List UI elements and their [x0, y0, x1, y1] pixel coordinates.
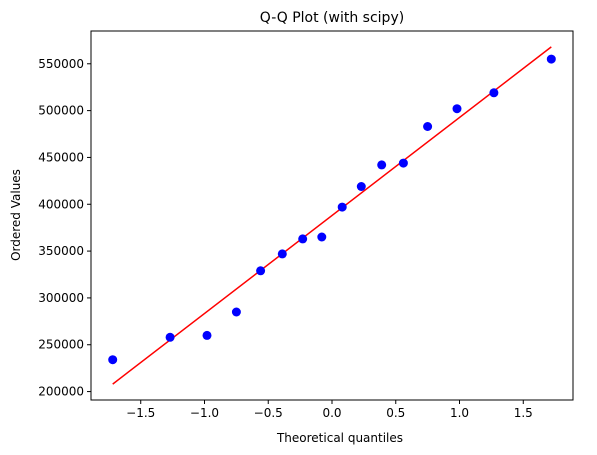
data-point: [452, 104, 462, 114]
data-point: [546, 54, 556, 64]
data-point: [231, 307, 241, 317]
fit-line: [112, 46, 552, 385]
x-tick-label: −1.5: [126, 406, 155, 420]
y-tick-label: 250000: [38, 338, 84, 352]
x-tick-label: 0.0: [322, 406, 341, 420]
data-point: [377, 160, 387, 170]
y-tick-label: 200000: [38, 385, 84, 399]
data-point: [317, 232, 327, 242]
data-point: [256, 266, 266, 276]
y-axis: 200000 250000 300000 350000 400000 450000 5000…: [38, 57, 91, 399]
data-point: [337, 202, 347, 212]
y-tick-label: 350000: [38, 244, 84, 258]
plot-area: [108, 46, 556, 385]
y-tick-label: 300000: [38, 291, 84, 305]
x-tick-label: 1.5: [514, 406, 533, 420]
data-point: [165, 332, 175, 342]
x-tick-label: −0.5: [254, 406, 283, 420]
y-axis-label: Ordered Values: [9, 169, 23, 261]
x-axis-label: Theoretical quantiles: [276, 431, 403, 445]
y-tick-label: 500000: [38, 104, 84, 118]
data-point: [489, 88, 499, 98]
data-point: [108, 355, 118, 365]
x-tick-label: 0.5: [386, 406, 405, 420]
data-point: [202, 330, 212, 340]
data-point: [277, 249, 287, 259]
data-point: [298, 234, 308, 244]
chart-title: Q-Q Plot (with scipy): [260, 10, 404, 26]
x-axis: −1.5 −1.0 −0.5 0.0 0.5 1.0 1.5: [126, 400, 533, 420]
data-point: [398, 158, 408, 168]
y-tick-label: 400000: [38, 197, 84, 211]
y-tick-label: 550000: [38, 57, 84, 71]
data-point: [356, 182, 366, 191]
x-tick-label: 1.0: [450, 406, 469, 420]
x-tick-label: −1.0: [190, 406, 219, 420]
data-point: [423, 122, 433, 131]
y-tick-label: 450000: [38, 150, 84, 164]
